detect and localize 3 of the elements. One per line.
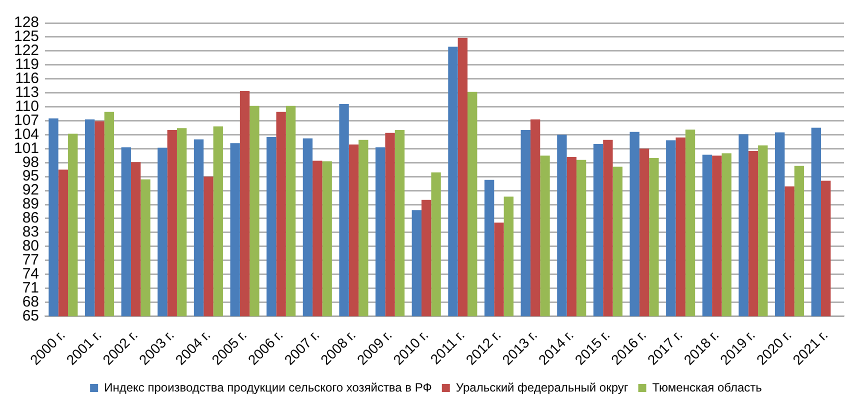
legend-label: Индекс производства продукции сельского хозяйства в РФ bbox=[104, 380, 432, 394]
legend-label: Тюменская область bbox=[652, 380, 762, 394]
legend-label: Уральский федеральный округ bbox=[456, 380, 629, 394]
